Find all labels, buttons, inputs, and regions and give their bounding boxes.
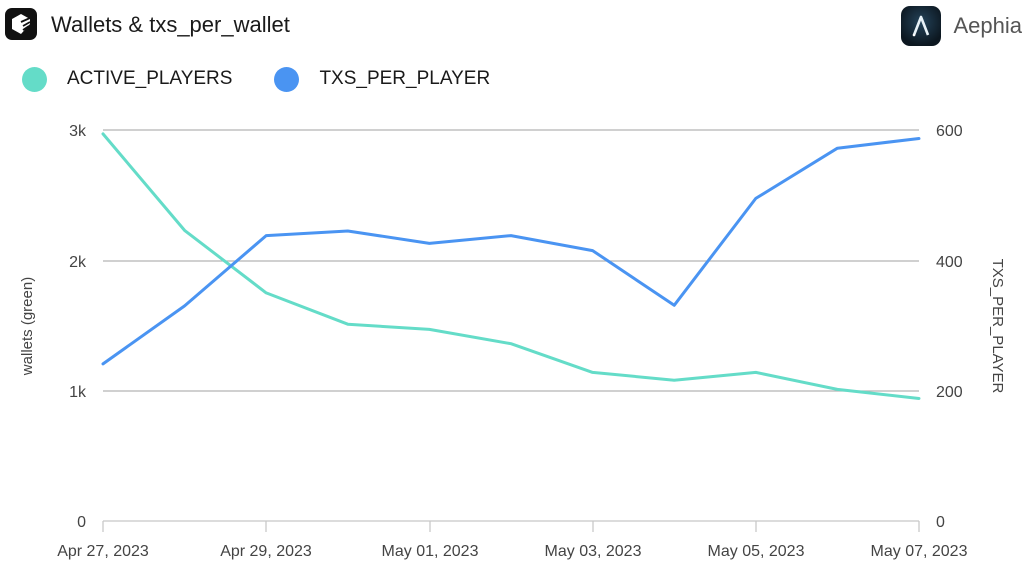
y-tick: 2k: [69, 254, 87, 271]
chart-header: Wallets & txs_per_wallet Aephia: [0, 0, 1024, 52]
x-tick: May 03, 2023: [545, 543, 642, 560]
right-axis-ticks: 0 200 400 600: [936, 123, 963, 531]
x-tick: Apr 27, 2023: [57, 543, 149, 560]
legend-item-txs-per-player[interactable]: TXS_PER_PLAYER: [274, 66, 491, 92]
legend-dot-icon: [22, 66, 47, 92]
legend-label: ACTIVE_PLAYERS: [67, 68, 233, 89]
brand-logo-icon: [901, 6, 942, 46]
brand: Aephia: [901, 5, 1024, 47]
right-axis-title: TXS_PER_PLAYER: [989, 259, 1006, 394]
y-tick: 1k: [69, 384, 87, 401]
x-axis: [102, 520, 920, 532]
chart-title: Wallets & txs_per_wallet: [51, 12, 290, 37]
legend-item-active-players[interactable]: ACTIVE_PLAYERS: [22, 66, 233, 92]
x-tick: May 05, 2023: [708, 543, 805, 560]
active-players-line[interactable]: [101, 132, 921, 400]
legend-dot-icon: [274, 66, 300, 92]
x-axis-ticks: Apr 27, 2023 Apr 29, 2023 May 01, 2023 M…: [57, 543, 967, 560]
x-tick: Apr 29, 2023: [220, 543, 312, 560]
y-tick-right: 400: [936, 254, 963, 271]
brand-name: Aephia: [953, 13, 1022, 38]
legend-label: TXS_PER_PLAYER: [319, 68, 491, 89]
y-tick-right: 0: [936, 514, 945, 531]
x-tick: May 01, 2023: [382, 543, 479, 560]
y-tick: 0: [77, 514, 86, 531]
x-tick: May 07, 2023: [871, 543, 968, 560]
y-tick-right: 200: [936, 384, 963, 401]
txs-per-player-line[interactable]: [101, 137, 921, 366]
app-logo-icon: [5, 8, 37, 40]
y-tick-right: 600: [936, 123, 963, 140]
left-axis-title: wallets (green): [19, 277, 36, 376]
y-tick: 3k: [69, 123, 87, 140]
chart-legend: ACTIVE_PLAYERS TXS_PER_PLAYER: [0, 62, 510, 96]
left-axis-ticks: 0 1k 2k 3k: [69, 123, 87, 531]
